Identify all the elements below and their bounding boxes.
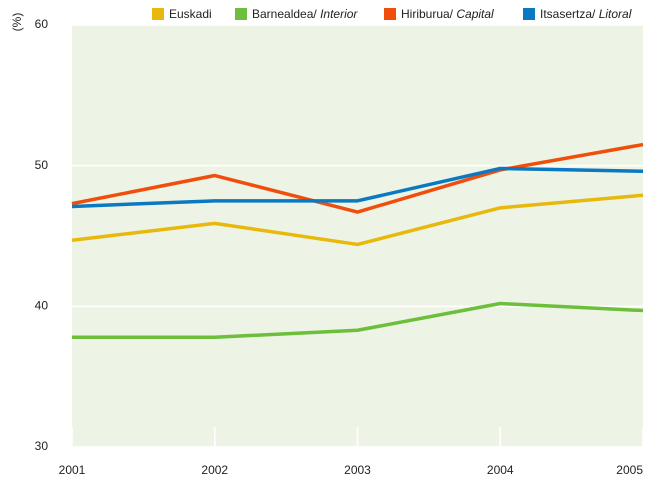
x-tick-label: 2002	[201, 463, 228, 477]
y-tick-label: 50	[35, 158, 49, 172]
y-tick-label: 40	[35, 299, 49, 313]
x-tick-label: 2003	[344, 463, 371, 477]
series-line	[72, 301, 644, 340]
legend-label: Hiriburua/ Capital	[401, 7, 494, 21]
legend-label: Euskadi	[169, 7, 212, 21]
legend-swatch	[152, 8, 164, 20]
series-line	[71, 166, 644, 209]
legend-swatch	[384, 8, 396, 20]
x-tick-label: 2005	[616, 463, 643, 477]
y-tick-label: 30	[35, 439, 49, 453]
legend-swatch	[235, 8, 247, 20]
legend-label: Itsasertza/ Litoral	[540, 7, 632, 21]
series-line	[71, 142, 644, 214]
y-axis-label: (%)	[10, 13, 24, 32]
plot-area	[72, 25, 643, 447]
x-tick-label: 2001	[59, 463, 86, 477]
y-tick-label: 60	[35, 17, 49, 31]
legend-label: Barnealdea/ Interior	[252, 7, 358, 21]
legend-swatch	[523, 8, 535, 20]
x-tick-label: 2004	[487, 463, 514, 477]
series-line	[71, 193, 644, 247]
